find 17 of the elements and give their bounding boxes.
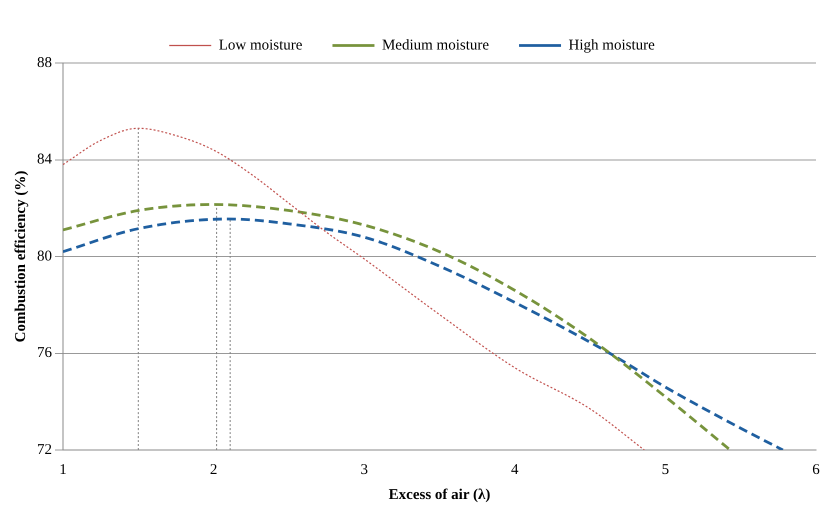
y-tick-label: 80 <box>37 248 52 264</box>
x-tick-label: 6 <box>812 462 820 478</box>
y-tick-label: 88 <box>37 54 52 71</box>
line-series <box>63 128 645 450</box>
x-tick-label: 1 <box>59 462 67 478</box>
x-tick-label: 4 <box>511 462 520 478</box>
y-tick-label: 72 <box>37 442 52 458</box>
y-tick-label: 76 <box>37 345 52 362</box>
legend-label: High moisture <box>568 37 656 54</box>
y-axis-title: Combustion efficiency (%) <box>12 170 29 342</box>
y-tick-label: 84 <box>37 152 52 168</box>
x-axis-title: Excess of air (λ) <box>388 486 490 503</box>
legend-label: Low moisture <box>218 37 303 54</box>
x-tick-label: 5 <box>662 462 670 478</box>
x-tick-label: 3 <box>360 462 368 478</box>
legend-label: Medium moisture <box>382 37 490 54</box>
x-tick-label: 2 <box>210 462 218 478</box>
